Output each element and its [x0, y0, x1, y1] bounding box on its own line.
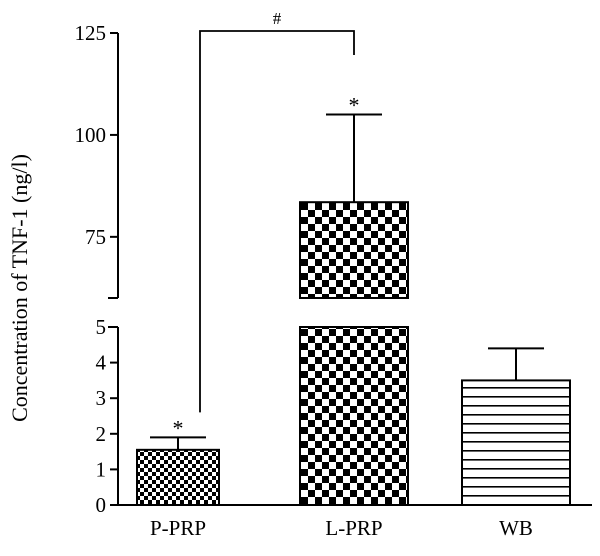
bar-p-prp — [136, 448, 220, 507]
y-tick-label: 100 — [75, 123, 107, 147]
y-tick-label: 4 — [96, 351, 107, 375]
x-tick-label: L-PRP — [325, 516, 382, 540]
bar-wb — [461, 379, 571, 506]
y-tick-label: 1 — [96, 457, 107, 481]
bar-l-prp-upper — [299, 201, 409, 299]
significance-star: * — [349, 93, 360, 118]
y-tick-label: 5 — [96, 315, 107, 339]
x-tick-label: P-PRP — [150, 516, 206, 540]
significance-star: * — [173, 415, 184, 440]
y-tick-label: 3 — [96, 386, 107, 410]
y-tick-label: 125 — [75, 21, 107, 45]
y-tick-label: 0 — [96, 493, 107, 517]
comparison-label: # — [273, 9, 282, 28]
bars — [136, 113, 571, 507]
x-tick-label: WB — [499, 516, 533, 540]
comparison-bracket — [199, 30, 355, 413]
y-tick-label: 75 — [85, 225, 106, 249]
y-tick-label: 2 — [96, 422, 107, 446]
bar-l-prp-lower — [299, 326, 409, 506]
annotations: * * # — [173, 9, 360, 440]
y-axis-label: Concentration of TNF-1 (ng/l) — [7, 154, 32, 422]
